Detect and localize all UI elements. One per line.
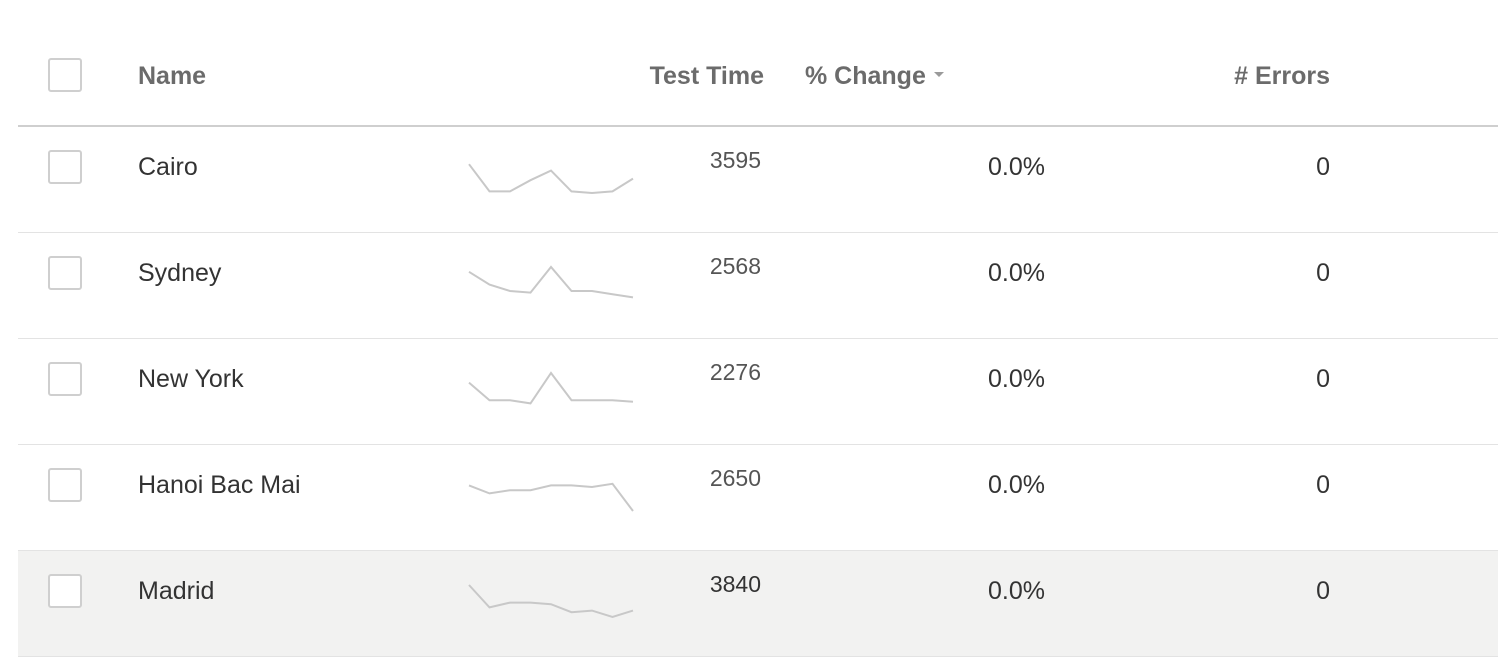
column-header-test-time[interactable]: Test Time <box>649 62 764 90</box>
row-name[interactable]: Sydney <box>138 259 222 287</box>
row-test-time: 3595 <box>709 147 761 173</box>
row-test-time: 3840 <box>709 571 761 597</box>
sparkline-line <box>468 371 634 405</box>
row-pct-change: 0.0% <box>988 153 1045 181</box>
column-header-pct-change[interactable]: % Change <box>805 60 944 92</box>
row-errors: 0 <box>1316 471 1330 499</box>
row-pct-change: 0.0% <box>988 471 1045 499</box>
row-test-time: 2650 <box>709 465 761 491</box>
trend-sparkline <box>468 371 634 405</box>
row-checkbox[interactable] <box>48 574 82 608</box>
table-row[interactable]: Sydney 2568 0.0% 0 <box>18 233 1498 339</box>
row-name[interactable]: Madrid <box>138 577 215 605</box>
row-name[interactable]: New York <box>138 365 244 393</box>
row-errors: 0 <box>1316 259 1330 287</box>
row-checkbox[interactable] <box>48 468 82 502</box>
trend-sparkline <box>468 265 634 299</box>
trend-sparkline <box>468 163 634 195</box>
row-pct-change: 0.0% <box>988 259 1045 287</box>
sort-descending-icon <box>933 71 944 77</box>
row-errors: 0 <box>1316 365 1330 393</box>
sparkline-line <box>468 265 634 299</box>
row-checkbox[interactable] <box>48 150 82 184</box>
row-errors: 0 <box>1316 153 1330 181</box>
column-header-pct-change-label: % Change <box>805 62 926 90</box>
sparkline-line <box>468 482 634 512</box>
table-row[interactable]: Hanoi Bac Mai 2650 0.0% 0 <box>18 445 1498 551</box>
results-table: Name Test Time % Change # Errors Cairo 35… <box>18 0 1498 657</box>
select-all-checkbox[interactable] <box>48 58 82 92</box>
row-pct-change: 0.0% <box>988 365 1045 393</box>
table-body: Cairo 3595 0.0% 0 Sydney 2568 0.0% 0 New York 227… <box>18 127 1498 657</box>
table-row[interactable]: New York 2276 0.0% 0 <box>18 339 1498 445</box>
row-test-time: 2276 <box>709 359 761 385</box>
row-checkbox[interactable] <box>48 256 82 290</box>
row-test-time: 2568 <box>709 253 761 279</box>
sparkline-line <box>468 584 634 619</box>
sparkline-line <box>468 163 634 195</box>
row-pct-change: 0.0% <box>988 577 1045 605</box>
trend-sparkline <box>468 584 634 619</box>
row-name[interactable]: Hanoi Bac Mai <box>138 471 301 499</box>
table-row[interactable]: Madrid 3840 0.0% 0 <box>18 551 1498 657</box>
trend-sparkline <box>468 482 634 512</box>
row-errors: 0 <box>1316 577 1330 605</box>
table-header: Name Test Time % Change # Errors <box>18 0 1498 127</box>
table-row[interactable]: Cairo 3595 0.0% 0 <box>18 127 1498 233</box>
column-header-name[interactable]: Name <box>138 62 207 90</box>
row-name[interactable]: Cairo <box>138 153 198 181</box>
column-header-errors[interactable]: # Errors <box>1234 62 1330 90</box>
row-checkbox[interactable] <box>48 362 82 396</box>
